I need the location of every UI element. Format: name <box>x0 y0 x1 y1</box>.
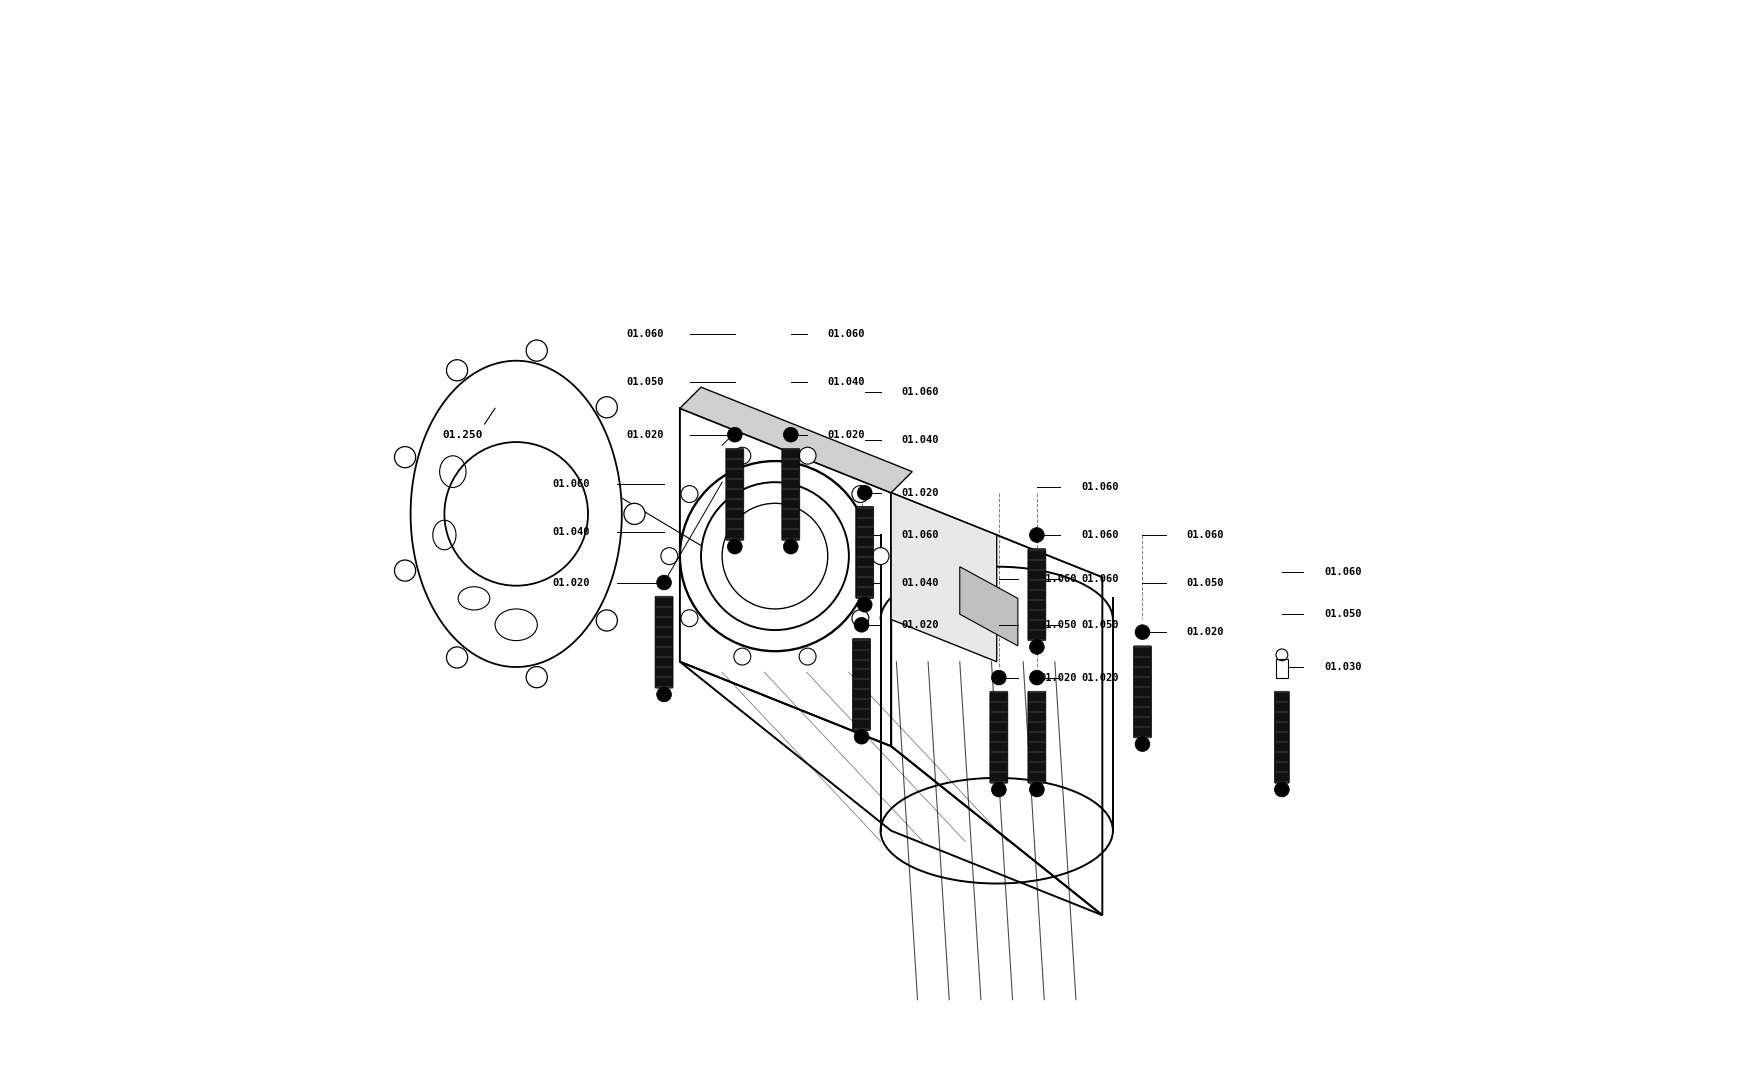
Text: 01.060: 01.060 <box>828 330 864 339</box>
Circle shape <box>1029 670 1043 685</box>
Bar <box>1275 658 1287 677</box>
Text: 01.050: 01.050 <box>626 377 664 387</box>
Circle shape <box>783 427 798 442</box>
Circle shape <box>525 667 548 688</box>
Text: 01.060: 01.060 <box>553 479 590 489</box>
FancyBboxPatch shape <box>856 506 873 598</box>
Circle shape <box>596 610 617 631</box>
Text: 01.060: 01.060 <box>1323 567 1362 577</box>
Text: 01.050: 01.050 <box>1186 578 1224 587</box>
Text: 01.020: 01.020 <box>553 578 590 587</box>
FancyBboxPatch shape <box>1132 646 1151 738</box>
Circle shape <box>447 647 468 668</box>
Text: 01.020: 01.020 <box>901 620 939 630</box>
Circle shape <box>656 576 671 590</box>
Text: 01.030: 01.030 <box>1323 662 1362 672</box>
Circle shape <box>395 560 416 581</box>
FancyBboxPatch shape <box>989 691 1007 783</box>
Text: 01.020: 01.020 <box>1080 673 1118 683</box>
Circle shape <box>854 730 868 744</box>
Circle shape <box>447 360 468 381</box>
Circle shape <box>991 782 1005 797</box>
Text: 01.040: 01.040 <box>901 578 939 587</box>
Text: 01.250: 01.250 <box>442 430 482 440</box>
Circle shape <box>1134 737 1149 751</box>
Text: 01.060: 01.060 <box>901 530 939 540</box>
Text: 01.060: 01.060 <box>1080 530 1118 540</box>
Text: 01.050: 01.050 <box>1323 609 1362 620</box>
Circle shape <box>680 486 697 503</box>
Text: 01.060: 01.060 <box>1186 530 1224 540</box>
Circle shape <box>1029 782 1043 797</box>
FancyBboxPatch shape <box>1028 549 1045 641</box>
Text: 01.060: 01.060 <box>901 387 939 397</box>
FancyBboxPatch shape <box>852 639 870 731</box>
Text: 01.050: 01.050 <box>1080 620 1118 630</box>
FancyBboxPatch shape <box>781 448 800 540</box>
Circle shape <box>783 539 798 554</box>
Text: 01.020: 01.020 <box>901 488 939 498</box>
Circle shape <box>596 397 617 418</box>
Circle shape <box>727 539 743 554</box>
Circle shape <box>854 617 868 632</box>
Polygon shape <box>890 493 996 661</box>
Text: 01.040: 01.040 <box>901 434 939 445</box>
Circle shape <box>661 548 678 565</box>
Polygon shape <box>680 387 911 493</box>
Text: 01.060: 01.060 <box>1080 483 1118 492</box>
Circle shape <box>1029 528 1043 542</box>
Text: 01.060: 01.060 <box>626 330 664 339</box>
Polygon shape <box>960 567 1017 646</box>
Text: 01.020: 01.020 <box>1038 673 1076 683</box>
Circle shape <box>1134 625 1149 640</box>
Circle shape <box>395 446 416 468</box>
Circle shape <box>680 610 697 627</box>
Text: 01.020: 01.020 <box>626 430 664 440</box>
Circle shape <box>798 648 816 666</box>
Circle shape <box>656 687 671 702</box>
FancyBboxPatch shape <box>1273 691 1289 783</box>
FancyBboxPatch shape <box>1028 691 1045 783</box>
Text: 01.020: 01.020 <box>828 430 864 440</box>
Circle shape <box>1273 782 1289 797</box>
Circle shape <box>798 447 816 464</box>
Circle shape <box>857 486 871 500</box>
Circle shape <box>1029 640 1043 655</box>
Text: 01.060: 01.060 <box>1080 575 1118 584</box>
Circle shape <box>857 597 871 612</box>
Circle shape <box>852 486 868 503</box>
Text: 01.060: 01.060 <box>1038 575 1076 584</box>
Circle shape <box>624 503 645 524</box>
Circle shape <box>734 648 750 666</box>
Text: 01.040: 01.040 <box>828 377 864 387</box>
Circle shape <box>852 610 868 627</box>
Circle shape <box>991 670 1005 685</box>
FancyBboxPatch shape <box>725 448 743 540</box>
Circle shape <box>734 447 750 464</box>
Text: 01.020: 01.020 <box>1186 627 1224 637</box>
Text: 01.050: 01.050 <box>1038 620 1076 630</box>
Circle shape <box>525 340 548 362</box>
Text: 01.040: 01.040 <box>553 526 590 537</box>
FancyBboxPatch shape <box>654 596 673 688</box>
Circle shape <box>871 548 889 565</box>
Circle shape <box>727 427 743 442</box>
